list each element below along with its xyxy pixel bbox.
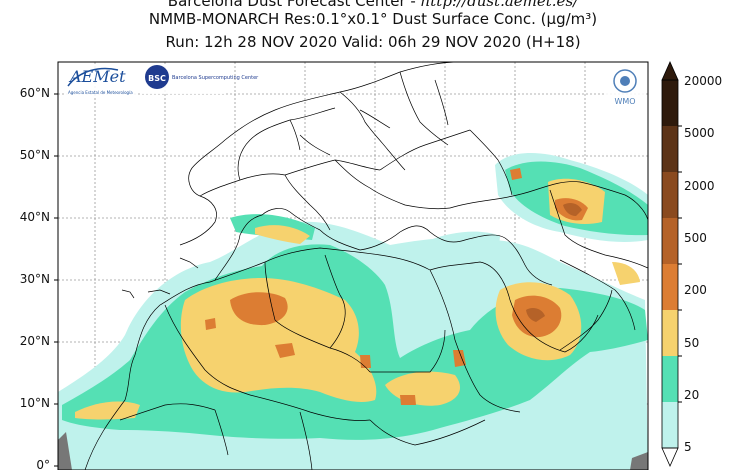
colorbar-segment-5000: [662, 126, 678, 172]
aemet-logo: AEMet Agencia Estatal de Meteorología: [66, 64, 138, 96]
colorbar-segment-5: [662, 402, 678, 448]
lat-label-30n: 30°N: [19, 272, 50, 286]
colorbar-segment-20000: [662, 80, 678, 126]
colorbar-segment-2000: [662, 172, 678, 218]
bsc-logo-text: BSC: [148, 74, 166, 83]
colorbar-label-2000: 2000: [684, 179, 715, 193]
lat-label-10n: 10°N: [19, 396, 50, 410]
aemet-logo-subtext: Agencia Estatal de Meteorología: [68, 90, 133, 95]
bsc-logo: BSC Barcelona Supercomputing Center: [140, 64, 259, 94]
dust-level-500-2000: [526, 202, 582, 322]
colorbar-label-5: 5: [684, 440, 692, 454]
lat-label-60n: 60°N: [19, 86, 50, 100]
colorbar-segment-20: [662, 356, 678, 402]
colorbar-label-20: 20: [684, 388, 700, 402]
aemet-swoosh-icon: [67, 67, 119, 87]
map-content: [58, 62, 648, 470]
coastlines-borders: [84, 62, 648, 470]
colorbar-label-500: 500: [684, 231, 707, 245]
lat-label-20n: 20°N: [19, 334, 50, 348]
wmo-logo: WMO: [606, 66, 644, 106]
aemet-logo-text: AEMet: [68, 67, 126, 86]
colorbar-label-20000: 20000: [684, 74, 723, 88]
title-line-1: Barcelona Dust Forecast Center - http://…: [0, 0, 746, 11]
bsc-logo-subtext: Barcelona Supercomputing Center: [172, 75, 259, 81]
colorbar-label-5000: 5000: [684, 126, 715, 140]
lat-ticks: [54, 93, 58, 467]
title-url[interactable]: http://dust.aemet.es/: [420, 0, 579, 10]
colorbar-bottom-arrow: [661, 447, 679, 467]
title-line-3: Run: 12h 28 NOV 2020 Valid: 06h 29 NOV 2…: [165, 33, 581, 51]
wmo-logo-text: WMO: [614, 97, 635, 106]
lat-label-0: 0°: [36, 458, 50, 472]
colorbar-segment-50: [662, 310, 678, 356]
colorbar-label-50: 50: [684, 336, 700, 350]
colorbar-label-200: 200: [684, 283, 707, 297]
lat-label-50n: 50°N: [19, 148, 50, 162]
colorbar-top-arrow: [661, 61, 679, 81]
colorbar-segment-200: [662, 264, 678, 310]
wmo-emblem-icon: [613, 69, 637, 93]
title-line-2: NMMB-MONARCH Res:0.1°x0.1° Dust Surface …: [148, 10, 598, 28]
lat-label-40n: 40°N: [19, 210, 50, 224]
map-frame: [57, 61, 649, 470]
colorbar: [661, 61, 682, 467]
colorbar-segment-500: [662, 218, 678, 264]
bsc-globe-icon: [145, 65, 169, 89]
no-data-east: [630, 452, 648, 470]
title-center-name: Barcelona Dust Forecast Center -: [167, 0, 421, 10]
no-data-west: [58, 432, 72, 470]
